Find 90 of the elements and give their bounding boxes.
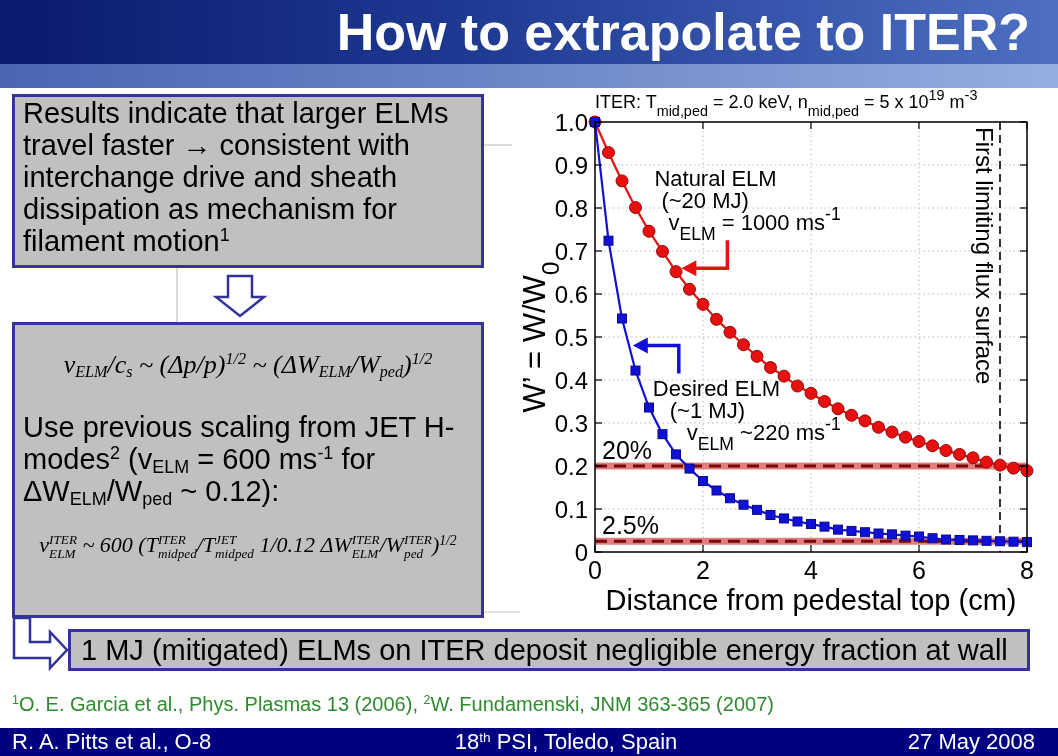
x-tick-label: 2 xyxy=(696,556,710,584)
chart-title: How to extrapolate to ITER? xyxy=(336,3,1030,61)
point xyxy=(602,146,615,160)
point xyxy=(1007,461,1020,475)
point xyxy=(966,451,980,465)
point xyxy=(954,534,965,545)
point xyxy=(711,485,722,496)
point xyxy=(833,524,843,535)
point xyxy=(617,313,627,324)
y-tick-label: 0.1 xyxy=(554,495,588,523)
text-box: 1 MJ (mitigated) ELMs on ITER deposit negligible energy fraction at wall xyxy=(68,629,1030,671)
point xyxy=(858,414,872,428)
point xyxy=(777,369,791,383)
point xyxy=(804,386,818,400)
point xyxy=(968,535,978,546)
point xyxy=(630,365,641,376)
point xyxy=(764,361,777,375)
y-tick-label: 0.9 xyxy=(554,151,588,179)
point xyxy=(885,425,899,439)
point xyxy=(831,402,845,416)
point xyxy=(941,534,951,545)
point xyxy=(656,244,669,258)
point xyxy=(914,531,924,542)
point xyxy=(683,282,696,296)
point xyxy=(806,519,816,530)
point xyxy=(738,499,749,510)
y-tick-label: 0.3 xyxy=(554,409,588,437)
ref-line-label: 20% xyxy=(602,436,653,464)
point xyxy=(953,447,966,461)
point xyxy=(752,504,762,515)
text: R. A. Pitts et al., O-8 xyxy=(12,729,212,754)
y-tick-label: 0.4 xyxy=(554,366,588,394)
point xyxy=(939,444,953,458)
point xyxy=(671,449,681,460)
point xyxy=(698,476,708,487)
point xyxy=(993,458,1007,472)
point xyxy=(887,529,897,540)
point xyxy=(791,379,804,393)
ref-line-label: First limiting flux surface xyxy=(971,127,998,385)
x-tick-label: 4 xyxy=(804,556,819,584)
point xyxy=(872,420,885,434)
point xyxy=(860,527,870,538)
annotation: Natural ELM (~20 MJ) v$_{ELM}$ = 1000 ms$^{-1}$ xyxy=(654,166,841,245)
point xyxy=(980,455,993,469)
point xyxy=(899,430,912,444)
point xyxy=(912,434,926,448)
x-tick-label: 6 xyxy=(912,556,926,584)
point xyxy=(603,235,614,246)
y-tick-label: 0 xyxy=(574,538,588,566)
point xyxy=(644,402,654,413)
point xyxy=(615,174,629,188)
point xyxy=(629,201,642,215)
point xyxy=(737,338,750,352)
text: 18$^{th}$ PSI, Toledo, Spain xyxy=(454,729,678,754)
point xyxy=(995,536,1005,547)
point xyxy=(750,349,764,363)
text: $^{1}$O. E. Garcia et al., Phys. Plasmas 13 (2006), $^{2}$W. Fundamenski, JNM 363-365 (2007) xyxy=(12,693,774,715)
chart-subtitle: ITER: T$_{mid,ped}$ = 2.0 keV, n$_{mid,ped}$ = 5 x 10$^{19}$ m$^{-3}$ xyxy=(595,87,978,119)
point xyxy=(765,510,776,521)
x-axis-title: Distance from pedestal top (cm) xyxy=(605,584,1017,616)
point xyxy=(926,439,939,453)
y-tick-label: 0.6 xyxy=(554,280,588,308)
point xyxy=(845,408,858,422)
point xyxy=(873,528,884,539)
point xyxy=(657,429,668,440)
point xyxy=(1008,536,1019,547)
point xyxy=(818,395,831,408)
point xyxy=(819,521,830,532)
y-tick-label: 0.5 xyxy=(554,323,588,351)
point xyxy=(723,325,737,339)
point xyxy=(779,513,789,524)
point xyxy=(696,297,710,311)
ref-line-label: 2.5% xyxy=(602,511,659,540)
point xyxy=(927,533,938,544)
point xyxy=(642,224,656,238)
text-box: Results indicate that larger ELMs travel faster → consistent with interchange drive and sheath dissipation as mechanism for filament motion$^{1}$ xyxy=(12,94,484,268)
annotation: Desired ELM (~1 MJ) v$_{ELM}$ ~220 ms$^{-1}$ xyxy=(652,375,841,454)
y-tick-label: 0.2 xyxy=(554,452,588,480)
x-tick-label: 8 xyxy=(1020,556,1034,584)
point xyxy=(710,312,723,326)
point xyxy=(792,516,803,527)
point xyxy=(846,525,857,536)
point xyxy=(981,535,992,546)
point xyxy=(900,530,911,541)
text: 27 May 2008 xyxy=(907,729,1035,754)
y-tick-label: 0.8 xyxy=(554,194,588,222)
point xyxy=(684,463,695,474)
point xyxy=(669,265,683,279)
point xyxy=(725,493,735,504)
y-tick-label: 1.0 xyxy=(554,108,588,136)
